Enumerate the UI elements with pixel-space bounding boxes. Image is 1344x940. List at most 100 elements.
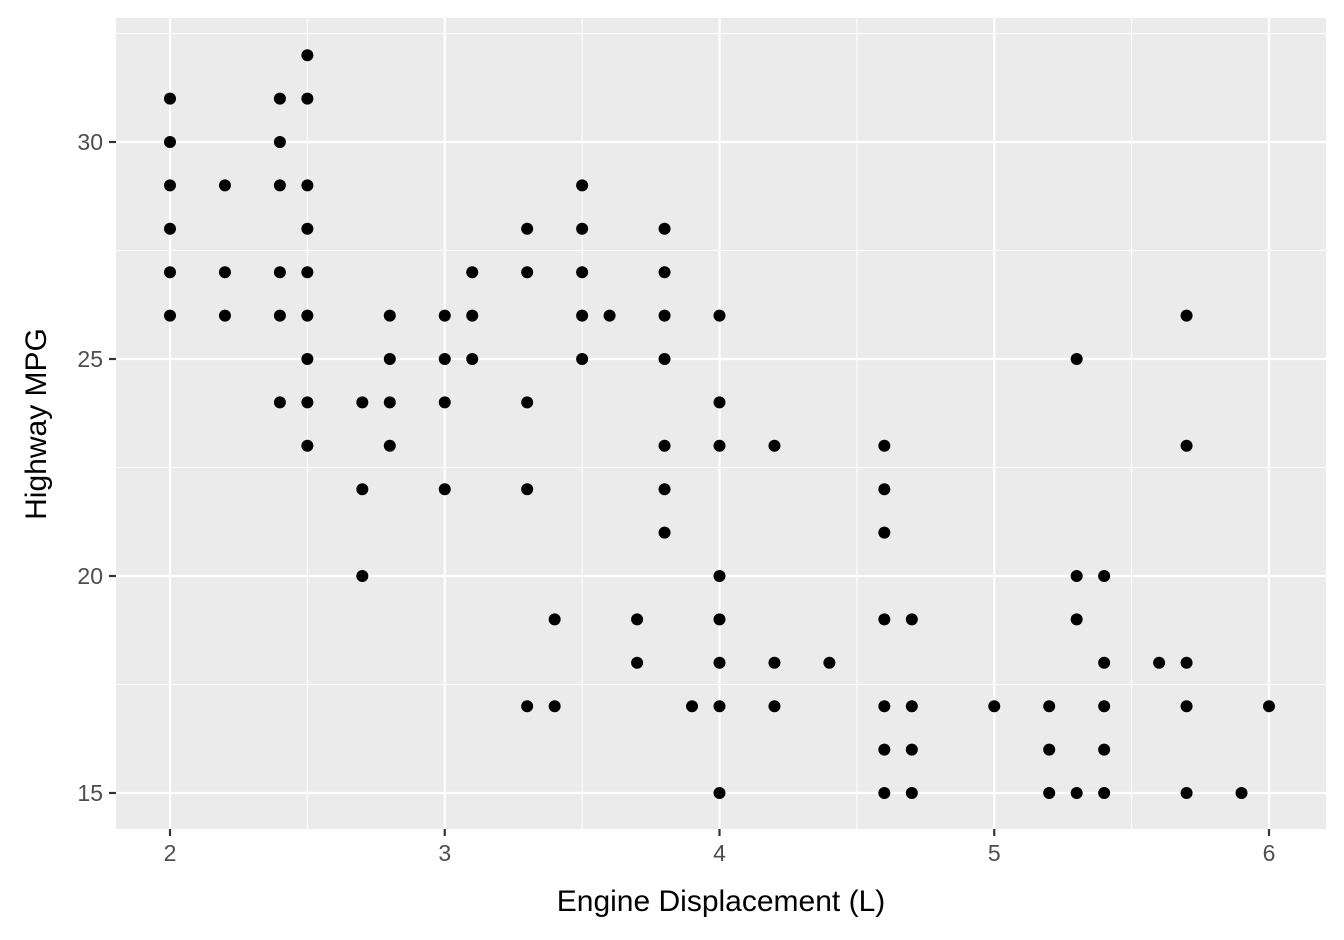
data-point: [383, 309, 396, 322]
data-point: [713, 787, 726, 799]
data-point: [548, 613, 561, 626]
data-point: [768, 439, 781, 452]
data-point: [686, 700, 699, 713]
data-point: [1098, 570, 1111, 582]
data-point: [466, 266, 479, 279]
major-gridlines: [116, 18, 1326, 829]
data-point: [1043, 787, 1056, 799]
data-point: [878, 483, 891, 496]
y-axis-title: Highway MPG: [20, 328, 53, 520]
data-point: [823, 656, 836, 669]
data-point: [548, 700, 561, 713]
data-point: [713, 396, 726, 409]
data-point: [356, 570, 369, 582]
data-point: [1098, 656, 1111, 669]
data-point: [1098, 700, 1111, 713]
data-point: [1180, 700, 1193, 713]
data-point: [1070, 570, 1083, 582]
data-point: [383, 439, 396, 452]
data-point: [164, 266, 176, 279]
data-point: [273, 92, 286, 105]
data-point: [273, 396, 286, 409]
data-point: [1153, 656, 1166, 669]
x-axis-title: Engine Displacement (L): [557, 885, 886, 918]
data-point: [438, 396, 451, 409]
data-point: [273, 179, 286, 192]
data-point: [631, 613, 644, 626]
data-point: [658, 483, 671, 496]
data-point: [273, 266, 286, 279]
data-point: [383, 396, 396, 409]
x-tick-label: 6: [1263, 840, 1276, 866]
data-point: [658, 266, 671, 279]
data-point: [576, 309, 589, 322]
data-point: [1180, 439, 1193, 452]
data-point: [713, 439, 726, 452]
data-point: [521, 483, 534, 496]
data-point: [164, 92, 176, 105]
data-point: [301, 309, 314, 322]
y-tick-label: 25: [77, 346, 103, 372]
y-axis: 15 20 25 30: [77, 129, 116, 806]
data-point: [301, 439, 314, 452]
data-point: [878, 743, 891, 756]
data-point: [164, 136, 176, 148]
data-point: [273, 136, 286, 148]
data-point: [713, 570, 726, 582]
data-point: [576, 266, 589, 279]
x-tick-label: 4: [713, 840, 726, 866]
data-point: [1235, 787, 1248, 799]
data-point: [576, 179, 589, 192]
data-point: [1043, 743, 1056, 756]
data-point: [301, 266, 314, 279]
data-point: [1180, 656, 1193, 669]
x-tick-label: 5: [988, 840, 1001, 866]
data-point: [658, 222, 671, 235]
data-point: [1070, 353, 1083, 365]
data-point: [878, 526, 891, 539]
data-point: [1263, 700, 1275, 713]
data-point: [768, 700, 781, 713]
data-point: [658, 526, 671, 539]
data-point: [438, 353, 451, 365]
data-point: [1043, 700, 1056, 713]
data-point: [713, 613, 726, 626]
data-point: [301, 179, 314, 192]
y-tick-label: 20: [77, 563, 103, 589]
data-point: [164, 309, 176, 322]
data-point: [658, 353, 671, 365]
data-point: [218, 309, 231, 322]
data-point: [905, 787, 918, 799]
data-point: [301, 222, 314, 235]
data-point: [356, 396, 369, 409]
data-point: [521, 700, 534, 713]
data-point: [164, 222, 176, 235]
data-point: [1070, 613, 1083, 626]
data-points: [164, 49, 1275, 799]
data-point: [713, 309, 726, 322]
data-point: [466, 353, 479, 365]
data-point: [905, 743, 918, 756]
y-tick-label: 30: [77, 129, 103, 155]
data-point: [1070, 787, 1083, 799]
data-point: [1180, 309, 1193, 322]
data-point: [631, 656, 644, 669]
data-point: [658, 309, 671, 322]
x-tick-label: 2: [164, 840, 177, 866]
data-point: [878, 613, 891, 626]
data-point: [905, 700, 918, 713]
data-point: [576, 222, 589, 235]
data-point: [905, 613, 918, 626]
data-point: [878, 787, 891, 799]
data-point: [301, 49, 314, 62]
data-point: [218, 266, 231, 279]
data-point: [438, 309, 451, 322]
data-point: [383, 353, 396, 365]
data-point: [521, 266, 534, 279]
data-point: [1180, 787, 1193, 799]
data-point: [603, 309, 616, 322]
data-point: [301, 92, 314, 105]
y-tick-label: 15: [77, 780, 103, 806]
data-point: [658, 439, 671, 452]
